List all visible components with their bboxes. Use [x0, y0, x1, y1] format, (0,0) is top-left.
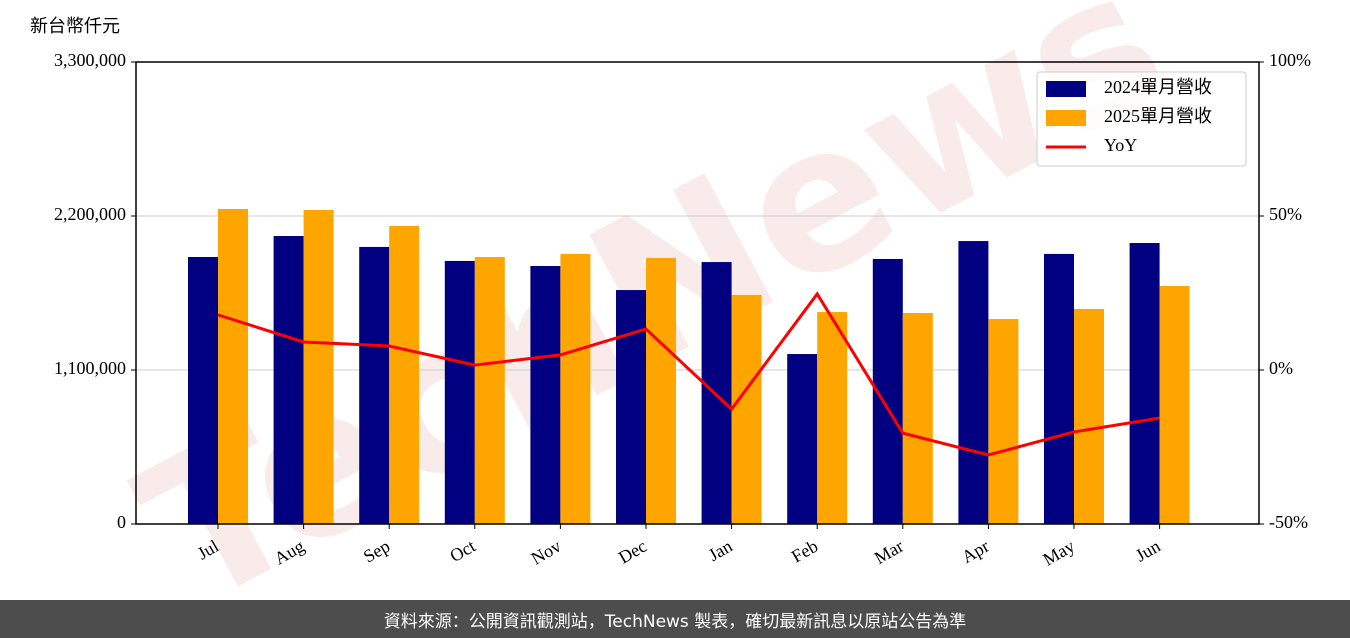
- x-tick-label: Nov: [528, 536, 565, 569]
- bar: [530, 265, 561, 524]
- bar: [474, 257, 505, 524]
- bar: [188, 257, 218, 524]
- y-tick-label: 2,200,000: [54, 204, 126, 224]
- bar: [902, 313, 933, 524]
- bar: [560, 253, 591, 524]
- x-tick-label: Dec: [615, 536, 650, 568]
- y-tick-label: 1,100,000: [54, 358, 126, 378]
- bar: [616, 290, 646, 524]
- x-tick-label: Apr: [958, 536, 992, 567]
- legend-label: YoY: [1104, 135, 1137, 155]
- bar: [389, 225, 420, 524]
- bar: [359, 246, 390, 524]
- y2-tick-label: 0%: [1269, 358, 1293, 378]
- bar: [303, 209, 334, 525]
- plot-frame: [135, 61, 1260, 525]
- y-axis-unit: 新台幣仟元: [30, 16, 120, 36]
- legend-box: [1036, 71, 1247, 167]
- legend: 2024單月營收 2025單月營收 YoY: [1036, 71, 1247, 167]
- y-tick-label: 3,300,000: [54, 50, 126, 70]
- yoy-line: [217, 291, 1160, 457]
- x-tick-label: Feb: [788, 536, 821, 567]
- y2-tick-label: 50%: [1269, 204, 1302, 224]
- bar: [787, 354, 818, 524]
- legend-label: 2024單月營收: [1104, 77, 1212, 97]
- chart: 新台幣仟元 TechNews01,100,0002,200,0003,300,0…: [30, 0, 1311, 638]
- y2-tick-label: 100%: [1269, 50, 1311, 70]
- y2-tick-label: -50%: [1269, 512, 1308, 532]
- legend-swatch: [1046, 110, 1086, 126]
- x-tick-label: Jun: [1132, 536, 1164, 566]
- x-tick-label: May: [1039, 536, 1078, 570]
- bar: [646, 258, 676, 524]
- bar: [444, 260, 475, 524]
- bar: [817, 312, 848, 524]
- footer: 資料來源：公開資訊觀測站，TechNews 製表，確切最新訊息以原站公告為準: [0, 600, 1350, 638]
- bar: [1044, 253, 1074, 524]
- bar: [1074, 308, 1104, 524]
- y-tick-label: 0: [117, 512, 126, 532]
- bar: [731, 294, 762, 524]
- legend-swatch: [1046, 81, 1086, 97]
- bar: [958, 241, 989, 524]
- bar: [1129, 243, 1160, 524]
- bar: [218, 209, 248, 524]
- bar: [1159, 286, 1190, 524]
- x-tick-label: Mar: [871, 536, 907, 568]
- bar: [273, 236, 304, 524]
- x-tick-label: Oct: [446, 536, 479, 566]
- bar: [988, 319, 1019, 524]
- x-tick-label: Jan: [705, 536, 736, 565]
- legend-label: 2025單月營收: [1104, 106, 1212, 126]
